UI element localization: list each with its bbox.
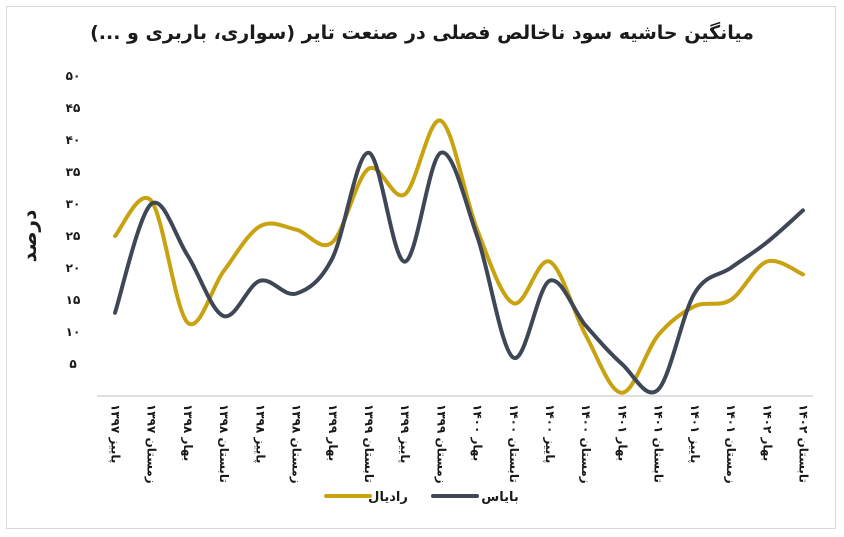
y-tick-label: ۳۵ [66,165,81,179]
x-tick-label: زمستان ۱۳۹۷ [145,404,159,484]
y-tick-label: ۳۰ [66,197,81,211]
y-tick-label: ۲۰ [66,261,81,275]
y-tick-label: ۵۰ [66,69,81,83]
x-tick-label: زمستان ۱۴۰۱ [724,404,738,484]
x-axis-ticks: پاییز ۱۳۹۷ زمستان ۱۳۹۷ بهار ۱۳۹۸ تابستان ۱۳… [109,404,811,484]
x-tick-label: پاییز ۱۴۰۰ [543,404,557,463]
x-tick-label: تابستان ۱۳۹۸ [217,404,231,483]
x-tick-label: زمستان ۱۳۹۹ [434,404,448,484]
chart-frame [6,6,836,529]
x-tick-label: تابستان ۱۴۰۰ [507,404,521,483]
x-tick-label: زمستان ۱۳۹۸ [290,404,304,484]
legend-label-bias: بایاس [481,490,518,505]
series-group [113,118,805,395]
series-line-radial [113,118,805,395]
x-tick-label: پاییز ۱۴۰۱ [688,404,702,463]
x-tick-label: بهار ۱۴۰۲ [760,404,774,461]
x-tick-label: تابستان ۱۳۹۹ [362,404,376,483]
x-tick-label: بهار ۱۳۹۸ [181,404,195,461]
y-tick-label: ۴۰ [66,133,81,147]
x-tick-label: زمستان ۱۴۰۰ [579,404,593,484]
legend: بایاس رادیال [324,490,519,505]
x-tick-label: بهار ۱۴۰۱ [615,404,629,461]
y-tick-label: ۴۵ [66,101,81,115]
x-tick-label: تابستان ۱۴۰۱ [652,404,666,483]
y-tick-label: ۲۵ [66,229,81,243]
legend-label-radial: رادیال [368,490,408,505]
series-line-bias [113,150,805,395]
y-tick-label: ۱۰ [66,325,81,339]
y-axis-label: درصد [17,210,41,263]
x-tick-label: پاییز ۱۳۹۹ [398,404,412,463]
x-tick-label: تابستان ۱۴۰۲ [797,404,811,483]
x-tick-label: پاییز ۱۳۹۷ [109,404,123,463]
x-tick-label: بهار ۱۳۹۹ [326,404,340,461]
chart-title: میانگین حاشیه سود ناخالص فصلی در صنعت تا… [90,22,754,44]
y-tick-label: ۱۵ [66,293,81,307]
x-tick-label: بهار ۱۴۰۰ [471,404,485,461]
x-tick-label: پاییز ۱۳۹۸ [253,404,267,463]
y-axis-ticks: ۵ ۱۰ ۱۵ ۲۰ ۲۵ ۳۰ ۳۵ ۴۰ ۴۵ ۵۰ [66,69,81,371]
y-tick-label: ۵ [69,357,76,371]
